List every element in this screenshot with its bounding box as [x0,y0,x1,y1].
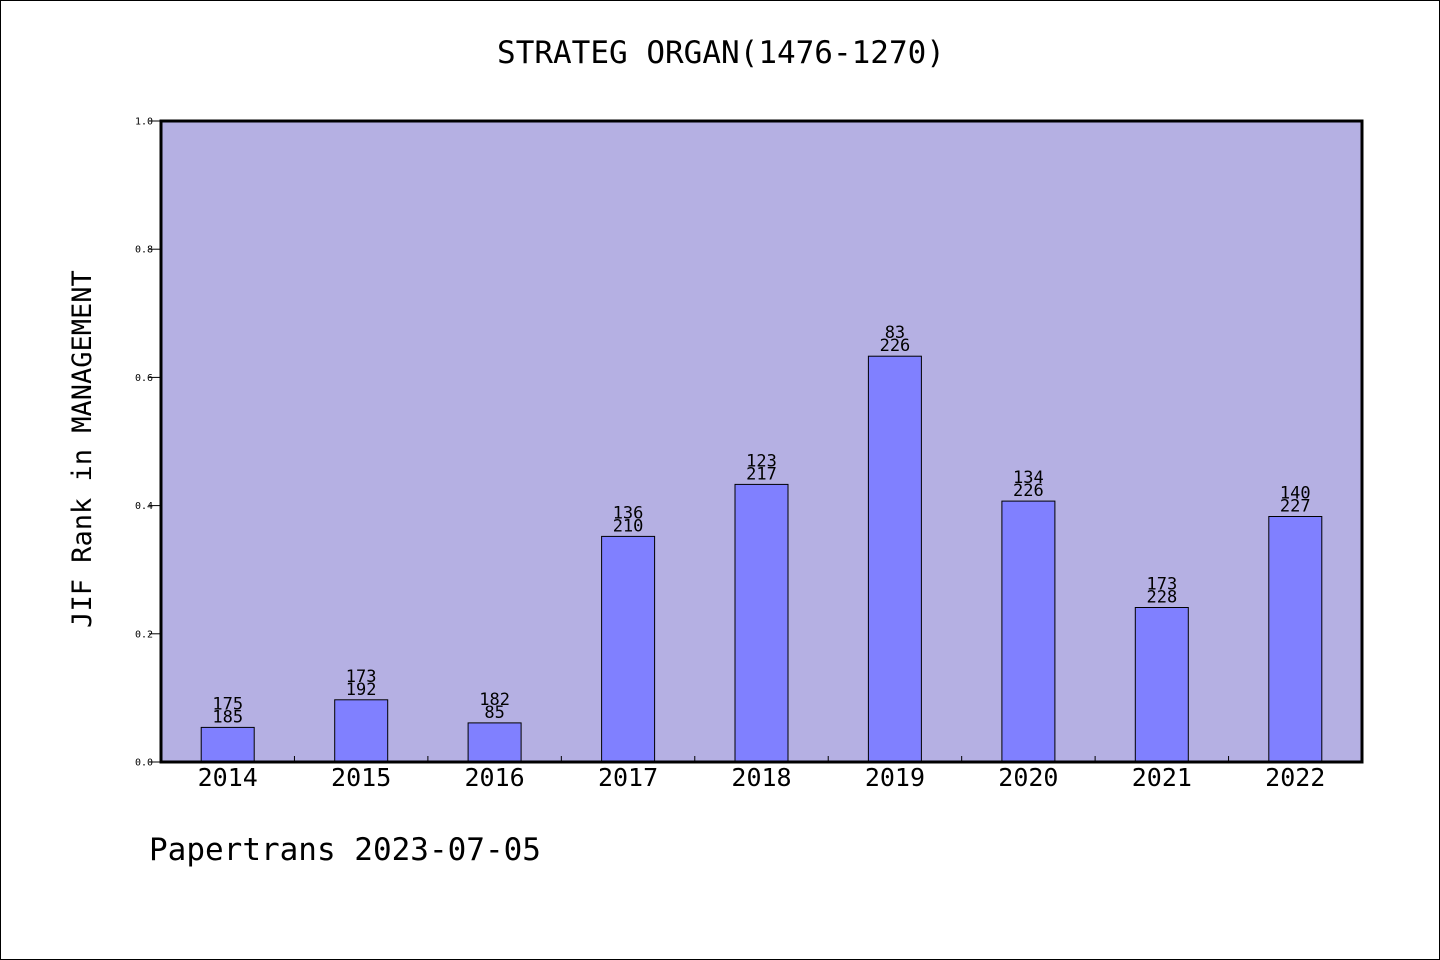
y-tick-label: 0.4 [135,501,153,512]
y-tick-label: 0.6 [135,373,153,384]
y-axis-label: JIF Rank in MANAGEMENT [67,270,98,628]
x-tick-label: 2014 [198,763,258,792]
bar [1001,500,1056,763]
bar [334,699,389,763]
bar [601,535,656,763]
y-tick-label: 1.0 [135,117,153,128]
bar-label-top: 136 [613,503,644,523]
bar-label-bottom: 228 [1146,588,1177,608]
bar-label-top: 173 [1146,575,1177,595]
y-tick-label: 0.0 [135,758,153,769]
footer-text: Papertrans 2023-07-05 [149,832,541,868]
bar-label-top: 140 [1280,484,1311,504]
y-tick-label: 0.2 [135,629,153,640]
bar-label-bottom: 192 [346,680,377,700]
bar-label-top: 175 [212,694,243,714]
x-tick-label: 2017 [598,763,658,792]
bar-label-bottom: 227 [1280,497,1311,517]
x-tick-label: 2018 [731,763,791,792]
bar-label-top: 83 [885,323,905,343]
bar-label-bottom: 226 [1013,481,1044,501]
bar [734,483,789,763]
bar-label-top: 173 [346,667,377,687]
bar [1134,607,1189,763]
bar-label-top: 123 [746,451,777,471]
plot-frame [159,119,1364,764]
bar-label-bottom: 185 [212,707,243,727]
bar [200,726,255,763]
x-tick-label: 2015 [331,763,391,792]
bar [867,355,922,763]
bar-label-bottom: 217 [746,464,777,484]
y-tick-label: 0.8 [135,245,153,256]
bar-label-bottom: 210 [613,516,644,536]
bar-label-top: 182 [479,690,510,710]
bar [467,722,522,763]
x-tick-label: 2021 [1132,763,1192,792]
bar-label-top: 134 [1013,468,1044,488]
chart-title: STRATEG ORGAN(1476-1270) [497,35,945,71]
x-tick-label: 2022 [1265,763,1325,792]
x-tick-label: 2016 [465,763,525,792]
x-tick-label: 2019 [865,763,925,792]
bar-label-bottom: 226 [880,336,911,356]
bar-label-bottom: 85 [484,703,504,723]
x-tick-label: 2020 [998,763,1058,792]
bar [1268,516,1323,763]
